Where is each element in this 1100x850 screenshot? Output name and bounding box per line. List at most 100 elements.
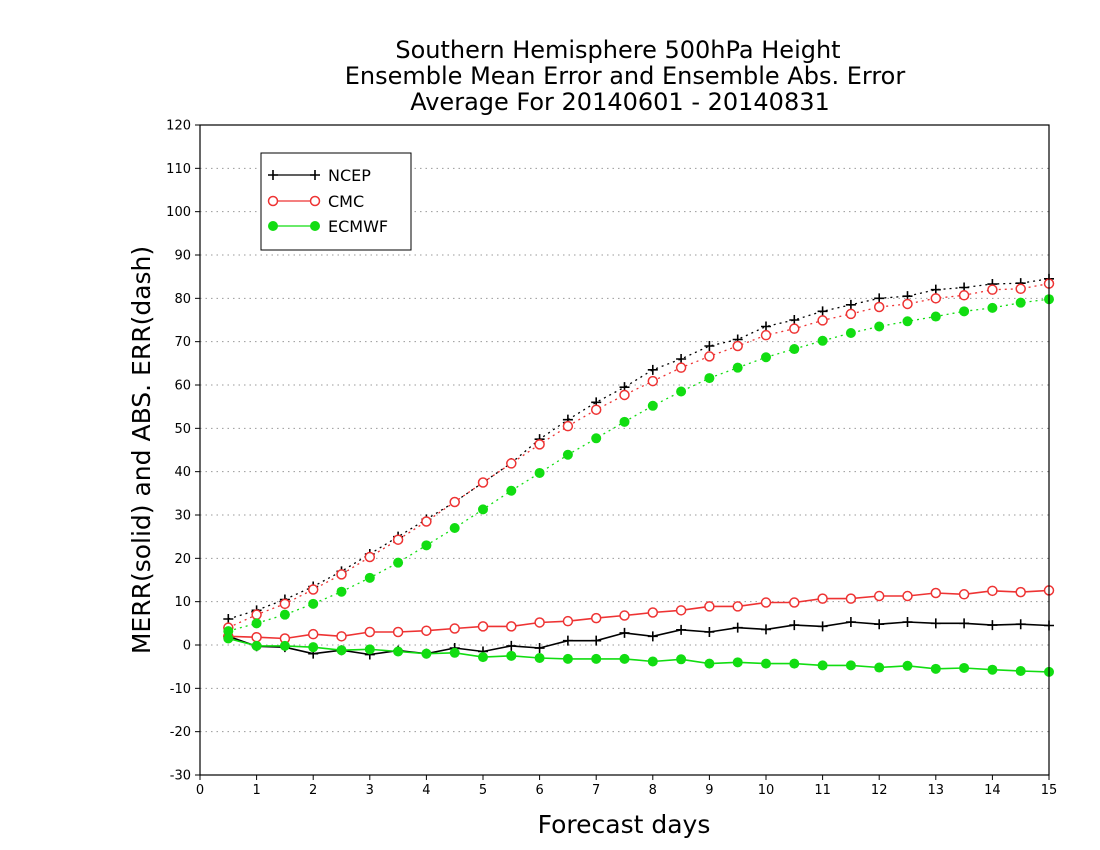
ecmwf-abs-error-point: [421, 540, 432, 551]
cmc-mean-error-point: [760, 597, 772, 608]
x-tick-label: 2: [309, 783, 317, 798]
ncep-abs-error-point: [223, 614, 234, 624]
ncep-mean-error-point: [732, 622, 743, 633]
legend-entry-ecmwf: ECMWF: [268, 217, 388, 236]
ecmwf-abs-error-point: [959, 306, 970, 317]
ecmwf-mean-error-point: [676, 654, 687, 665]
ecmwf-abs-error-point: [704, 373, 715, 384]
ecmwf-mean-error-point: [845, 660, 856, 671]
ecmwf-abs-error-point: [562, 449, 573, 460]
ncep-mean-error-point: [704, 627, 715, 637]
ecmwf-abs-error-point: [591, 433, 602, 444]
cmc-abs-error-point: [534, 439, 545, 450]
series-ncep: [223, 273, 1054, 660]
cmc-mean-error-point: [477, 621, 489, 632]
ecmwf-mean-error-point: [251, 640, 262, 651]
ecmwf-mean-error-point: [1015, 666, 1026, 676]
ecmwf-abs-error-point: [223, 626, 234, 637]
title-line-1: Southern Hemisphere 500hPa Height: [395, 36, 840, 64]
ecmwf-mean-error-point: [902, 660, 913, 671]
legend-cmc-label: CMC: [328, 192, 364, 211]
gridlines: [200, 167, 1049, 733]
ecmwf-abs-error-point: [364, 572, 375, 583]
ncep-abs-error-point: [676, 354, 687, 364]
ecmwf-abs-error-line: [228, 298, 1050, 632]
ecmwf-mean-error-point: [959, 662, 970, 673]
ncep-abs-error-point: [874, 293, 885, 304]
x-tick-label: 14: [984, 783, 1001, 798]
x-tick-label: 7: [592, 783, 600, 798]
ecmwf-abs-error-point: [279, 609, 290, 620]
x-tick-label: 4: [422, 783, 430, 798]
legend-entry-cmc: CMC: [267, 192, 364, 211]
cmc-abs-error-point: [873, 301, 885, 313]
y-tick-label: 70: [174, 335, 191, 350]
cmc-mean-error-point: [647, 607, 659, 618]
ecmwf-mean-error-point: [817, 660, 828, 671]
cmc-mean-error-point: [392, 626, 404, 638]
legend-ecmwf-label: ECMWF: [328, 217, 388, 236]
ecmwf-abs-error-point: [506, 485, 517, 496]
ecmwf-abs-error-point: [930, 311, 941, 322]
ecmwf-abs-error-point: [874, 321, 885, 332]
legend-ecmwf-marker-left: [268, 221, 278, 231]
y-tick-label: 100: [166, 205, 191, 220]
ncep-mean-error-point: [506, 640, 517, 651]
ecmwf-mean-error-point: [562, 653, 573, 664]
ncep-abs-error-point: [704, 341, 715, 351]
y-tick-label: 0: [183, 639, 191, 654]
ncep-abs-error-point: [789, 315, 800, 325]
ecmwf-abs-error-point: [761, 352, 771, 363]
ncep-abs-error-point: [845, 299, 856, 310]
cmc-abs-error-point: [506, 458, 517, 469]
y-tick-label: 90: [174, 249, 191, 264]
cmc-mean-error-point: [1015, 586, 1026, 598]
cmc-abs-error-point: [336, 569, 347, 580]
legend-cmc-marker-left: [267, 195, 279, 207]
y-tick-label: -10: [170, 682, 191, 697]
cmc-abs-error-point: [817, 315, 828, 326]
ncep-mean-error-point: [817, 621, 828, 632]
x-tick-label: 12: [871, 783, 888, 798]
title-line-2: Ensemble Mean Error and Ensemble Abs. Er…: [345, 62, 906, 90]
ncep-abs-error-point: [817, 306, 828, 317]
ecmwf-mean-error-point: [987, 664, 998, 675]
ecmwf-abs-error-point: [987, 302, 998, 313]
ncep-mean-error-point: [902, 617, 913, 628]
cmc-mean-error-point: [307, 628, 319, 640]
legend: NCEP CMC ECMWF: [260, 152, 412, 251]
y-tick-label: 20: [174, 552, 191, 567]
plot-frame: [199, 124, 1050, 776]
y-tick-label: 110: [166, 162, 191, 177]
y-tick-label: 30: [174, 509, 191, 524]
cmc-abs-error-point: [845, 308, 857, 320]
x-tick-label: 8: [649, 783, 657, 798]
ecmwf-abs-error-point: [308, 598, 319, 609]
ecmwf-mean-error-point: [478, 652, 488, 663]
x-tick-label: 3: [366, 783, 374, 798]
ecmwf-mean-error-point: [704, 658, 715, 669]
cmc-abs-error-point: [902, 298, 913, 310]
cmc-abs-error-point: [675, 362, 687, 373]
y-tick-label: 40: [174, 465, 191, 480]
ecmwf-mean-error-point: [223, 633, 234, 644]
x-tick-label: 1: [252, 783, 260, 798]
cmc-abs-error-point: [392, 534, 404, 545]
cmc-mean-error-point: [251, 631, 262, 643]
chart-title: Southern Hemisphere 500hPa Height Ensemb…: [345, 36, 906, 116]
legend-cmc-marker-right: [309, 195, 321, 207]
x-tick-label: 9: [705, 783, 713, 798]
ecmwf-mean-error-point: [336, 645, 347, 656]
cmc-abs-error-point: [647, 375, 659, 387]
ecmwf-mean-error-point: [647, 656, 658, 667]
cmc-mean-error-point: [675, 605, 687, 616]
cmc-abs-error-point: [987, 284, 998, 295]
ecmwf-mean-error-point: [421, 648, 432, 659]
ecmwf-mean-error-point: [308, 642, 319, 653]
ecmwf-abs-error-point: [619, 416, 630, 427]
ncep-abs-error-line: [228, 278, 1050, 620]
ecmwf-abs-error-point: [251, 618, 262, 629]
y-tick-label: -20: [170, 725, 191, 740]
ecmwf-mean-error-point: [364, 644, 375, 655]
